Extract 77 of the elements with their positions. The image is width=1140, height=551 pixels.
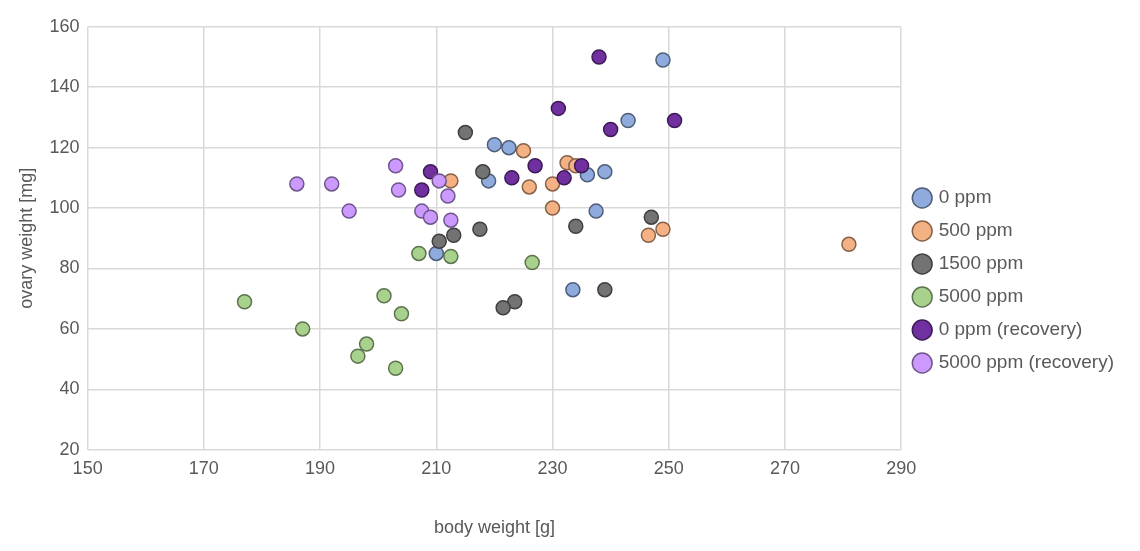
point	[527, 158, 543, 174]
point	[472, 221, 488, 237]
point	[524, 254, 540, 271]
point	[457, 124, 474, 141]
point	[507, 294, 523, 310]
point	[504, 170, 520, 186]
point	[445, 227, 462, 244]
x-tick-label: 270	[769, 457, 800, 478]
point	[431, 233, 447, 250]
legend-label: 5000 ppm (recovery)	[938, 351, 1114, 373]
y-tick-label: 140	[49, 76, 80, 97]
x-tick-label: 250	[653, 457, 684, 478]
point	[515, 142, 532, 159]
x-tick-label: 230	[537, 457, 568, 478]
point	[495, 300, 511, 316]
point	[643, 209, 660, 225]
point	[443, 248, 459, 265]
point	[443, 212, 459, 228]
point	[350, 348, 366, 364]
point	[544, 176, 561, 192]
legend-label: 1500 ppm	[938, 252, 1024, 274]
y-tick-label: 40	[59, 378, 80, 399]
point	[341, 203, 357, 219]
point	[573, 158, 590, 174]
point	[556, 170, 572, 186]
point	[236, 294, 253, 310]
x-tick-label: 190	[305, 457, 336, 478]
point	[475, 164, 491, 180]
point	[597, 164, 613, 180]
point	[358, 336, 375, 352]
point	[387, 158, 404, 174]
point	[655, 221, 671, 237]
point	[602, 121, 619, 138]
y-tick-label: 100	[49, 197, 80, 218]
y-tick-label: 20	[59, 438, 80, 459]
point	[565, 281, 581, 298]
point	[544, 200, 561, 216]
point	[666, 112, 683, 129]
point	[387, 360, 404, 376]
legend-label: 500 ppm	[938, 219, 1013, 241]
point	[588, 203, 604, 219]
x-tick-label: 150	[72, 457, 103, 478]
point	[422, 209, 439, 225]
point	[431, 173, 447, 189]
point	[597, 281, 613, 298]
legend-label: 0 ppm (recovery)	[938, 318, 1083, 340]
y-tick-label: 60	[59, 317, 80, 338]
y-tick-label: 160	[49, 15, 80, 36]
y-axis-title: ovary weight [mg]	[15, 167, 36, 309]
x-tick-label: 290	[886, 457, 917, 478]
point	[376, 287, 392, 304]
point	[393, 306, 410, 322]
point	[591, 49, 607, 65]
point	[390, 182, 407, 198]
point	[550, 100, 567, 117]
x-tick-label: 170	[188, 457, 219, 478]
point	[620, 112, 636, 129]
point	[414, 182, 430, 198]
y-tick-label: 80	[59, 257, 80, 278]
point	[655, 52, 671, 68]
point	[323, 176, 340, 192]
point	[521, 179, 538, 195]
point	[289, 176, 305, 192]
point	[841, 236, 857, 253]
point	[640, 227, 657, 244]
point	[568, 218, 584, 234]
y-tick-label: 120	[49, 136, 80, 157]
point	[411, 245, 427, 262]
point	[486, 136, 503, 153]
legend-label: 5000 ppm	[938, 285, 1024, 307]
point	[440, 188, 456, 204]
x-axis-title: body weight [g]	[433, 517, 555, 538]
point	[501, 139, 517, 156]
x-tick-label: 210	[421, 457, 452, 478]
point	[294, 321, 311, 337]
point	[422, 164, 439, 180]
legend-label: 0 ppm	[938, 186, 992, 208]
